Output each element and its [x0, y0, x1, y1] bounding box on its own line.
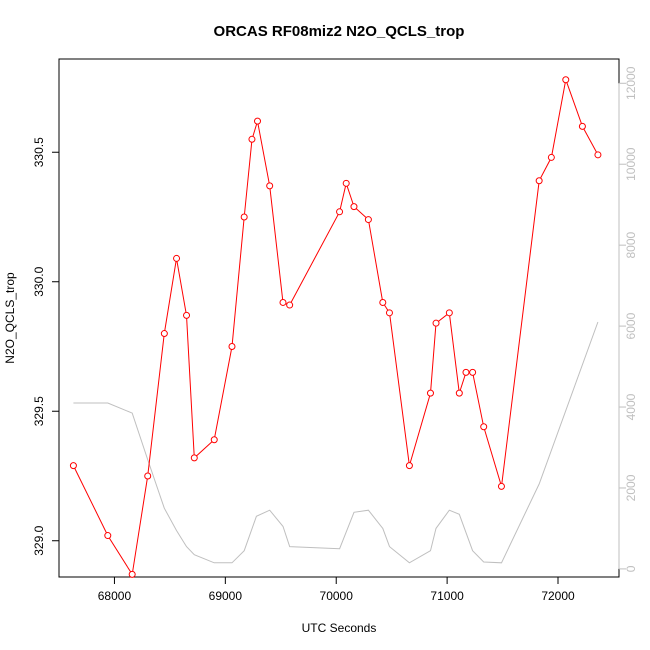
x-axis-label: UTC Seconds — [302, 621, 377, 635]
y-axis-left: 329.0 329.5 330.0 330.5 — [32, 137, 60, 556]
n2o-data-point — [286, 301, 294, 309]
x-tick-label: 71000 — [430, 589, 464, 603]
n2o-data-point — [104, 532, 112, 540]
n2o-data-point — [342, 179, 350, 187]
n2o-data-point — [350, 203, 358, 211]
series-layer — [69, 76, 602, 578]
x-tick-label: 68000 — [98, 589, 132, 603]
n2o-data-point — [336, 208, 344, 216]
n2o-data-point — [480, 423, 488, 431]
n2o-data-point — [578, 122, 586, 130]
n2o-data-point — [445, 309, 453, 317]
n2o-data-point — [426, 389, 434, 397]
n2o-data-point — [128, 570, 136, 578]
chart-title: ORCAS RF08miz2 N2O_QCLS_trop — [214, 23, 465, 40]
n2o-data-point — [173, 254, 181, 262]
n2o-data-point — [279, 298, 287, 306]
n2o-data-point — [547, 153, 555, 161]
n2o-data-point — [266, 182, 274, 190]
y-tick-label: 330.5 — [32, 137, 46, 167]
y2-tick-label: 6000 — [624, 312, 638, 339]
n2o-data-point — [469, 368, 477, 376]
y-tick-label: 330.0 — [32, 266, 46, 296]
n2o-data-point — [248, 135, 256, 143]
n2o-data-point — [144, 472, 152, 480]
n2o-data-point — [462, 368, 470, 376]
y2-tick-label: 10000 — [624, 147, 638, 181]
n2o-data-point — [432, 319, 440, 327]
n2o-data-point — [562, 76, 570, 84]
plot-area-frame — [58, 58, 620, 578]
n2o-data-point — [240, 213, 248, 221]
n2o-data-point — [497, 482, 505, 490]
x-axis: 68000 69000 70000 71000 72000 — [98, 576, 575, 603]
n2o-data-point — [69, 462, 77, 470]
y2-tick-label: 4000 — [624, 393, 638, 420]
n2o-series-line — [72, 77, 599, 576]
n2o-data-point — [455, 389, 463, 397]
n2o-data-point — [228, 342, 236, 350]
y-axis-right: 0 2000 4000 6000 8000 10000 12000 — [618, 66, 638, 572]
x-tick-label: 70000 — [320, 589, 354, 603]
n2o-data-point — [364, 216, 372, 224]
y2-tick-label: 2000 — [624, 474, 638, 501]
n2o-data-point — [385, 309, 393, 317]
n2o-data-point — [183, 311, 191, 319]
n2o-data-point — [210, 436, 218, 444]
y-tick-label: 329.5 — [32, 396, 46, 426]
x-tick-label: 72000 — [541, 589, 575, 603]
n2o-data-point — [379, 298, 387, 306]
x-tick-label: 69000 — [209, 589, 243, 603]
altitude-series-line — [73, 321, 599, 564]
n2o-data-point — [253, 117, 261, 125]
n2o-data-point — [160, 330, 168, 338]
y2-tick-label: 0 — [624, 565, 638, 572]
n2o-data-point — [594, 151, 602, 159]
y-axis-label: N2O_QCLS_trop — [3, 272, 17, 364]
n2o-data-point — [405, 462, 413, 470]
y2-tick-label: 12000 — [624, 66, 638, 100]
n2o-data-point — [535, 177, 543, 185]
n2o-data-point — [190, 454, 198, 462]
y2-tick-label: 8000 — [624, 231, 638, 258]
y-tick-label: 329.0 — [32, 525, 46, 555]
